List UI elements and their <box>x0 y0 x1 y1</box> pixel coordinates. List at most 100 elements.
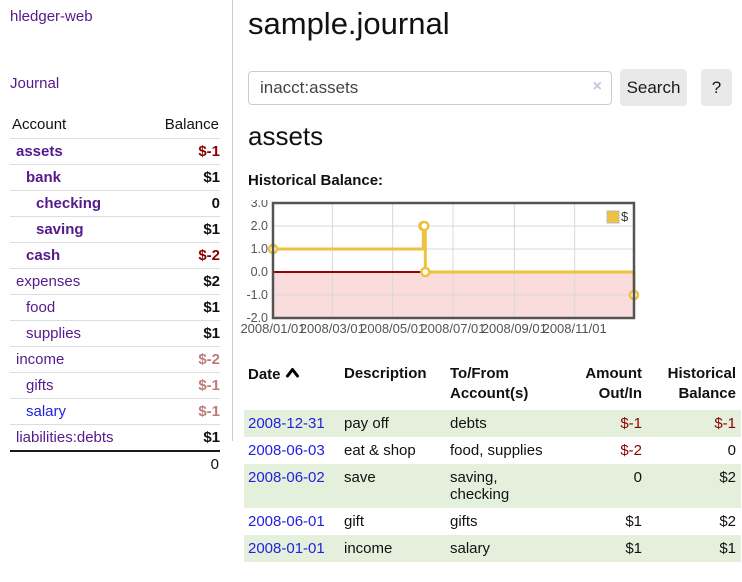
account-balance: $-1 <box>145 372 220 399</box>
register-row: 2008-01-01 income salary $1 $1 <box>244 535 741 562</box>
account-link-liabilities-debts[interactable]: liabilities:debts <box>16 429 114 446</box>
account-balance: $-2 <box>145 346 220 373</box>
account-link-assets[interactable]: assets <box>16 143 63 160</box>
chevron-up-icon <box>285 364 300 384</box>
account-heading: assets <box>248 121 324 151</box>
account-link-bank[interactable]: bank <box>26 169 62 186</box>
search-button[interactable]: Search <box>620 69 687 106</box>
transaction-accounts: saving, checking <box>450 464 578 508</box>
transaction-amount: $-2 <box>620 442 642 459</box>
accounts-total-value: 0 <box>145 450 220 477</box>
sidebar: hledger-web Journal Account Balance asse… <box>0 0 233 477</box>
transaction-date-link[interactable]: 2008-12-31 <box>248 415 325 432</box>
brand-link[interactable]: hledger-web <box>10 8 93 25</box>
accounts-total-row: 0 <box>10 450 220 477</box>
account-balance: $1 <box>145 424 220 451</box>
register-row: 2008-06-02 save saving, checking 0 $2 <box>244 464 741 508</box>
register-table: Date Description To/From Account(s) Amou… <box>244 362 741 562</box>
account-link-expenses[interactable]: expenses <box>16 273 81 290</box>
transaction-date-link[interactable]: 2008-01-01 <box>248 540 325 557</box>
chart-title: Historical Balance: <box>248 172 384 189</box>
transaction-balance: $-1 <box>654 410 741 437</box>
register-header-date[interactable]: Date <box>244 362 344 410</box>
transaction-amount: $1 <box>578 535 654 562</box>
svg-text:$: $ <box>621 209 629 224</box>
account-link-cash[interactable]: cash <box>26 247 61 264</box>
register-row: 2008-06-03 eat & shop food, supplies $-2… <box>244 437 741 464</box>
transaction-balance: $2 <box>719 513 736 530</box>
account-link-gifts[interactable]: gifts <box>26 377 54 394</box>
svg-text:2008/03/01: 2008/03/01 <box>300 321 365 336</box>
transaction-accounts: debts <box>450 410 578 437</box>
svg-text:1.0: 1.0 <box>251 242 268 256</box>
transaction-description: save <box>344 464 450 508</box>
search-input[interactable] <box>248 70 612 105</box>
account-row-gifts: gifts $-1 <box>10 372 220 399</box>
page-title: sample.journal <box>248 6 450 41</box>
transaction-balance: $2 <box>654 464 741 508</box>
svg-text:0.0: 0.0 <box>251 265 268 279</box>
svg-text:2008/07/01: 2008/07/01 <box>420 321 485 336</box>
account-link-salary[interactable]: salary <box>26 403 67 420</box>
transaction-balance: $1 <box>654 535 741 562</box>
svg-text:3.0: 3.0 <box>251 200 268 210</box>
svg-text:2008/09/01: 2008/09/01 <box>482 321 547 336</box>
accounts-header-balance: Balance <box>164 116 219 133</box>
account-row-liabilities-debts: liabilities:debts $1 <box>10 424 220 451</box>
account-balance: $1 <box>145 216 220 243</box>
transaction-description: pay off <box>344 410 450 437</box>
account-link-supplies[interactable]: supplies <box>26 325 82 342</box>
transaction-date-link[interactable]: 2008-06-03 <box>248 442 325 459</box>
account-link-food[interactable]: food <box>26 299 56 316</box>
account-balance: $1 <box>145 320 220 347</box>
account-row-income: income $-2 <box>10 346 220 373</box>
svg-text:2.0: 2.0 <box>251 219 268 233</box>
account-row-cash: cash $-2 <box>10 242 220 269</box>
register-header-row: Date Description To/From Account(s) Amou… <box>244 362 741 410</box>
transaction-date-link[interactable]: 2008-06-02 <box>248 469 325 486</box>
help-button[interactable]: ? <box>701 69 732 106</box>
account-row-expenses: expenses $2 <box>10 268 220 295</box>
svg-text:2008/01/01: 2008/01/01 <box>240 321 305 336</box>
account-balance: $1 <box>145 164 220 191</box>
transaction-accounts: gifts <box>450 513 478 530</box>
account-balance: $-1 <box>145 138 220 165</box>
register-row: 2008-12-31 pay off debts $-1 $-1 <box>244 410 741 437</box>
transaction-date-link[interactable]: 2008-06-01 <box>248 513 325 530</box>
svg-text:2008/05/01: 2008/05/01 <box>360 321 425 336</box>
account-balance: $1 <box>145 294 220 321</box>
transaction-accounts: salary <box>450 535 578 562</box>
historical-balance-chart: $3.0 2.0 1.0 0.0 -1.0 -2.0 2008/01/01 2008/03/0… <box>240 196 640 347</box>
account-row-assets: assets $-1 <box>10 138 220 165</box>
clear-search-icon[interactable]: × <box>592 77 602 95</box>
transaction-description: income <box>344 535 450 562</box>
register-header-tofrom: To/From Account(s) <box>450 365 529 402</box>
transaction-description: gift <box>344 513 365 530</box>
account-link-saving[interactable]: saving <box>36 221 84 238</box>
account-row-checking: checking 0 <box>10 190 220 217</box>
account-balance: $-1 <box>145 398 220 425</box>
account-row-saving: saving $1 <box>10 216 220 243</box>
accounts-table: Account Balance assets $-1 bank $1 check… <box>10 113 220 477</box>
sidebar-item-journal[interactable]: Journal <box>10 75 60 92</box>
account-link-checking[interactable]: checking <box>36 195 102 212</box>
register-header-description: Description <box>344 365 427 382</box>
account-row-supplies: supplies $1 <box>10 320 220 347</box>
svg-text:2008/11/01: 2008/11/01 <box>543 321 607 336</box>
account-row-salary: salary $-1 <box>10 398 220 425</box>
transaction-accounts: food, supplies <box>450 442 543 459</box>
svg-text:-2.0: -2.0 <box>246 311 268 325</box>
account-balance: $2 <box>145 268 220 295</box>
account-row-food: food $1 <box>10 294 220 321</box>
accounts-header-row: Account Balance <box>10 113 220 139</box>
register-header-amount: Amount Out/In <box>585 365 642 402</box>
transaction-amount: $-1 <box>578 410 654 437</box>
search-bar: × Search ? <box>248 69 732 106</box>
transaction-description: eat & shop <box>344 442 416 459</box>
transaction-amount: $1 <box>625 513 642 530</box>
account-row-bank: bank $1 <box>10 164 220 191</box>
account-balance: $-2 <box>145 242 220 269</box>
account-link-income[interactable]: income <box>16 351 65 368</box>
transaction-amount: 0 <box>578 464 654 508</box>
svg-text:-1.0: -1.0 <box>246 288 268 302</box>
